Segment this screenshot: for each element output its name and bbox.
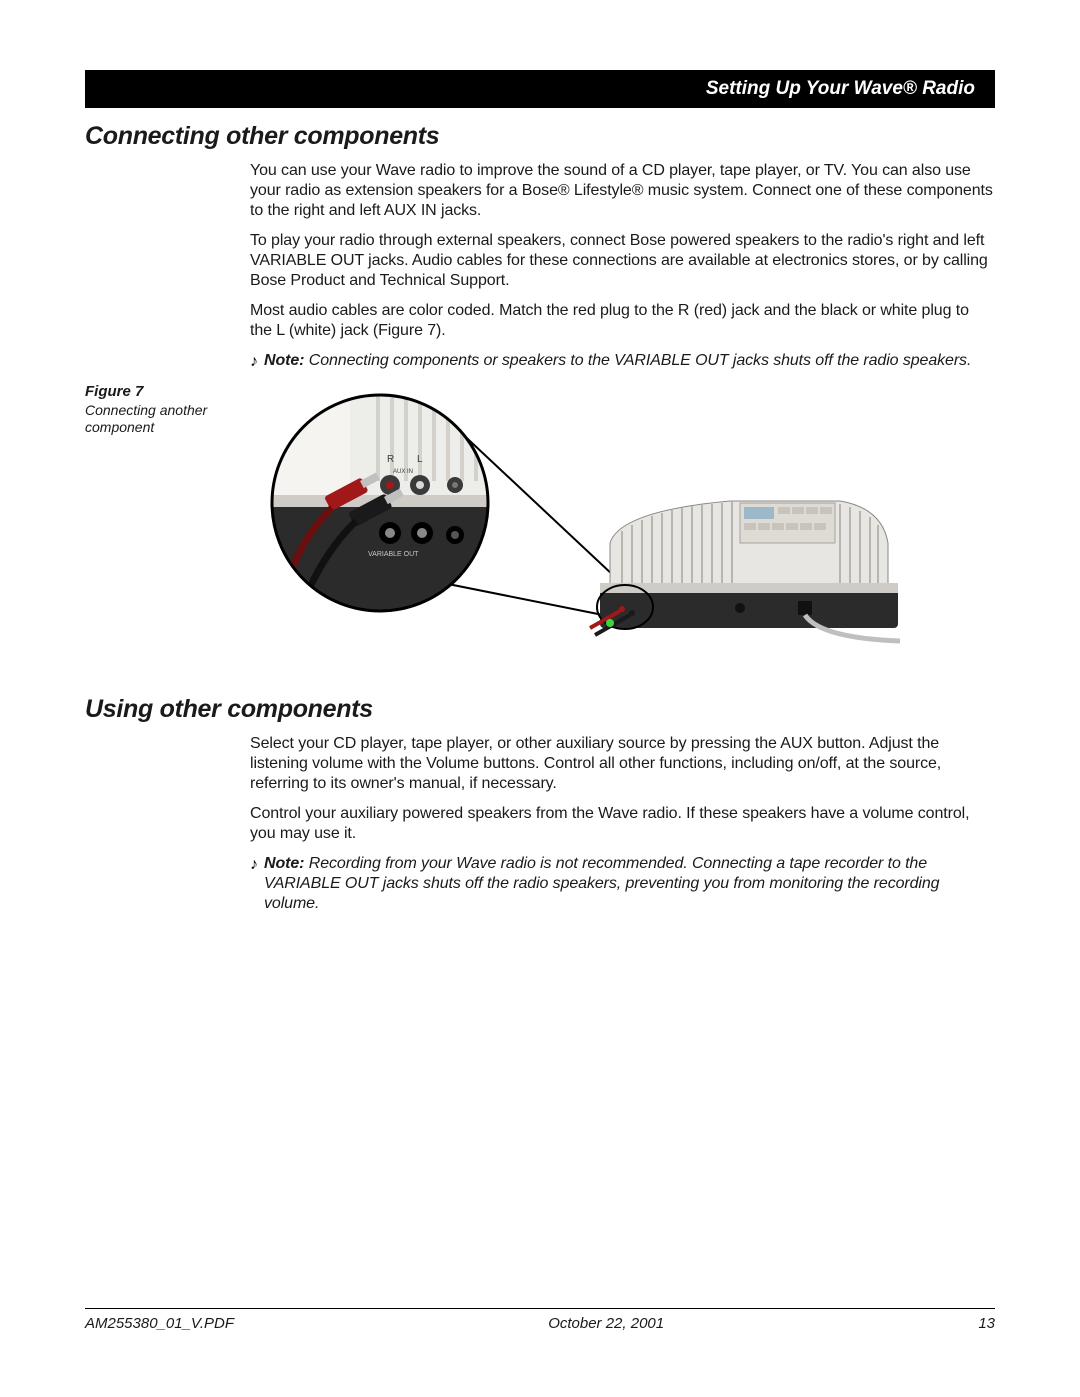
- connecting-p3: Most audio cables are color coded. Match…: [250, 301, 995, 341]
- label-l: L: [417, 454, 423, 465]
- using-note: ♪ Note: Recording from your Wave radio i…: [250, 854, 995, 914]
- note-label: Note:: [264, 352, 304, 369]
- footer-right: 13: [978, 1315, 995, 1332]
- music-note-icon: ♪: [250, 352, 258, 371]
- figure-7: Figure 7 Connecting another component: [250, 383, 995, 673]
- figure-diagram: R L AUX IN VARIABLE OUT: [260, 383, 900, 663]
- label-aux: AUX IN: [393, 469, 413, 475]
- section-heading-using: Using other components: [85, 695, 995, 724]
- note-label: Note:: [264, 855, 304, 872]
- connecting-note-text: Note: Connecting components or speakers …: [264, 351, 971, 371]
- figure-label: Figure 7: [85, 383, 235, 400]
- figure-caption: Figure 7 Connecting another component: [85, 383, 235, 436]
- footer-center: October 22, 2001: [548, 1315, 664, 1332]
- connecting-p2: To play your radio through external spea…: [250, 231, 995, 291]
- footer-left: AM255380_01_V.PDF: [85, 1315, 234, 1332]
- header-bar: Setting Up Your Wave® Radio: [85, 70, 995, 108]
- connecting-note: ♪ Note: Connecting components or speaker…: [250, 351, 995, 371]
- using-p1: Select your CD player, tape player, or o…: [250, 734, 995, 794]
- music-note-icon: ♪: [250, 855, 258, 874]
- label-r: R: [387, 454, 394, 465]
- connecting-p1: You can use your Wave radio to improve t…: [250, 161, 995, 221]
- using-note-text: Note: Recording from your Wave radio is …: [264, 854, 995, 914]
- section-heading-connecting: Connecting other components: [85, 122, 995, 151]
- label-varout: VARIABLE OUT: [368, 551, 419, 558]
- figure-desc: Connecting another component: [85, 402, 235, 436]
- note-body: Connecting components or speakers to the…: [304, 352, 971, 369]
- wave-radio: [600, 501, 900, 641]
- magnified-detail: R L AUX IN VARIABLE OUT: [272, 395, 488, 613]
- header-title: Setting Up Your Wave® Radio: [706, 78, 975, 100]
- using-p2: Control your auxiliary powered speakers …: [250, 804, 995, 844]
- note-body: Recording from your Wave radio is not re…: [264, 855, 939, 912]
- page-footer: AM255380_01_V.PDF October 22, 2001 13: [85, 1308, 995, 1332]
